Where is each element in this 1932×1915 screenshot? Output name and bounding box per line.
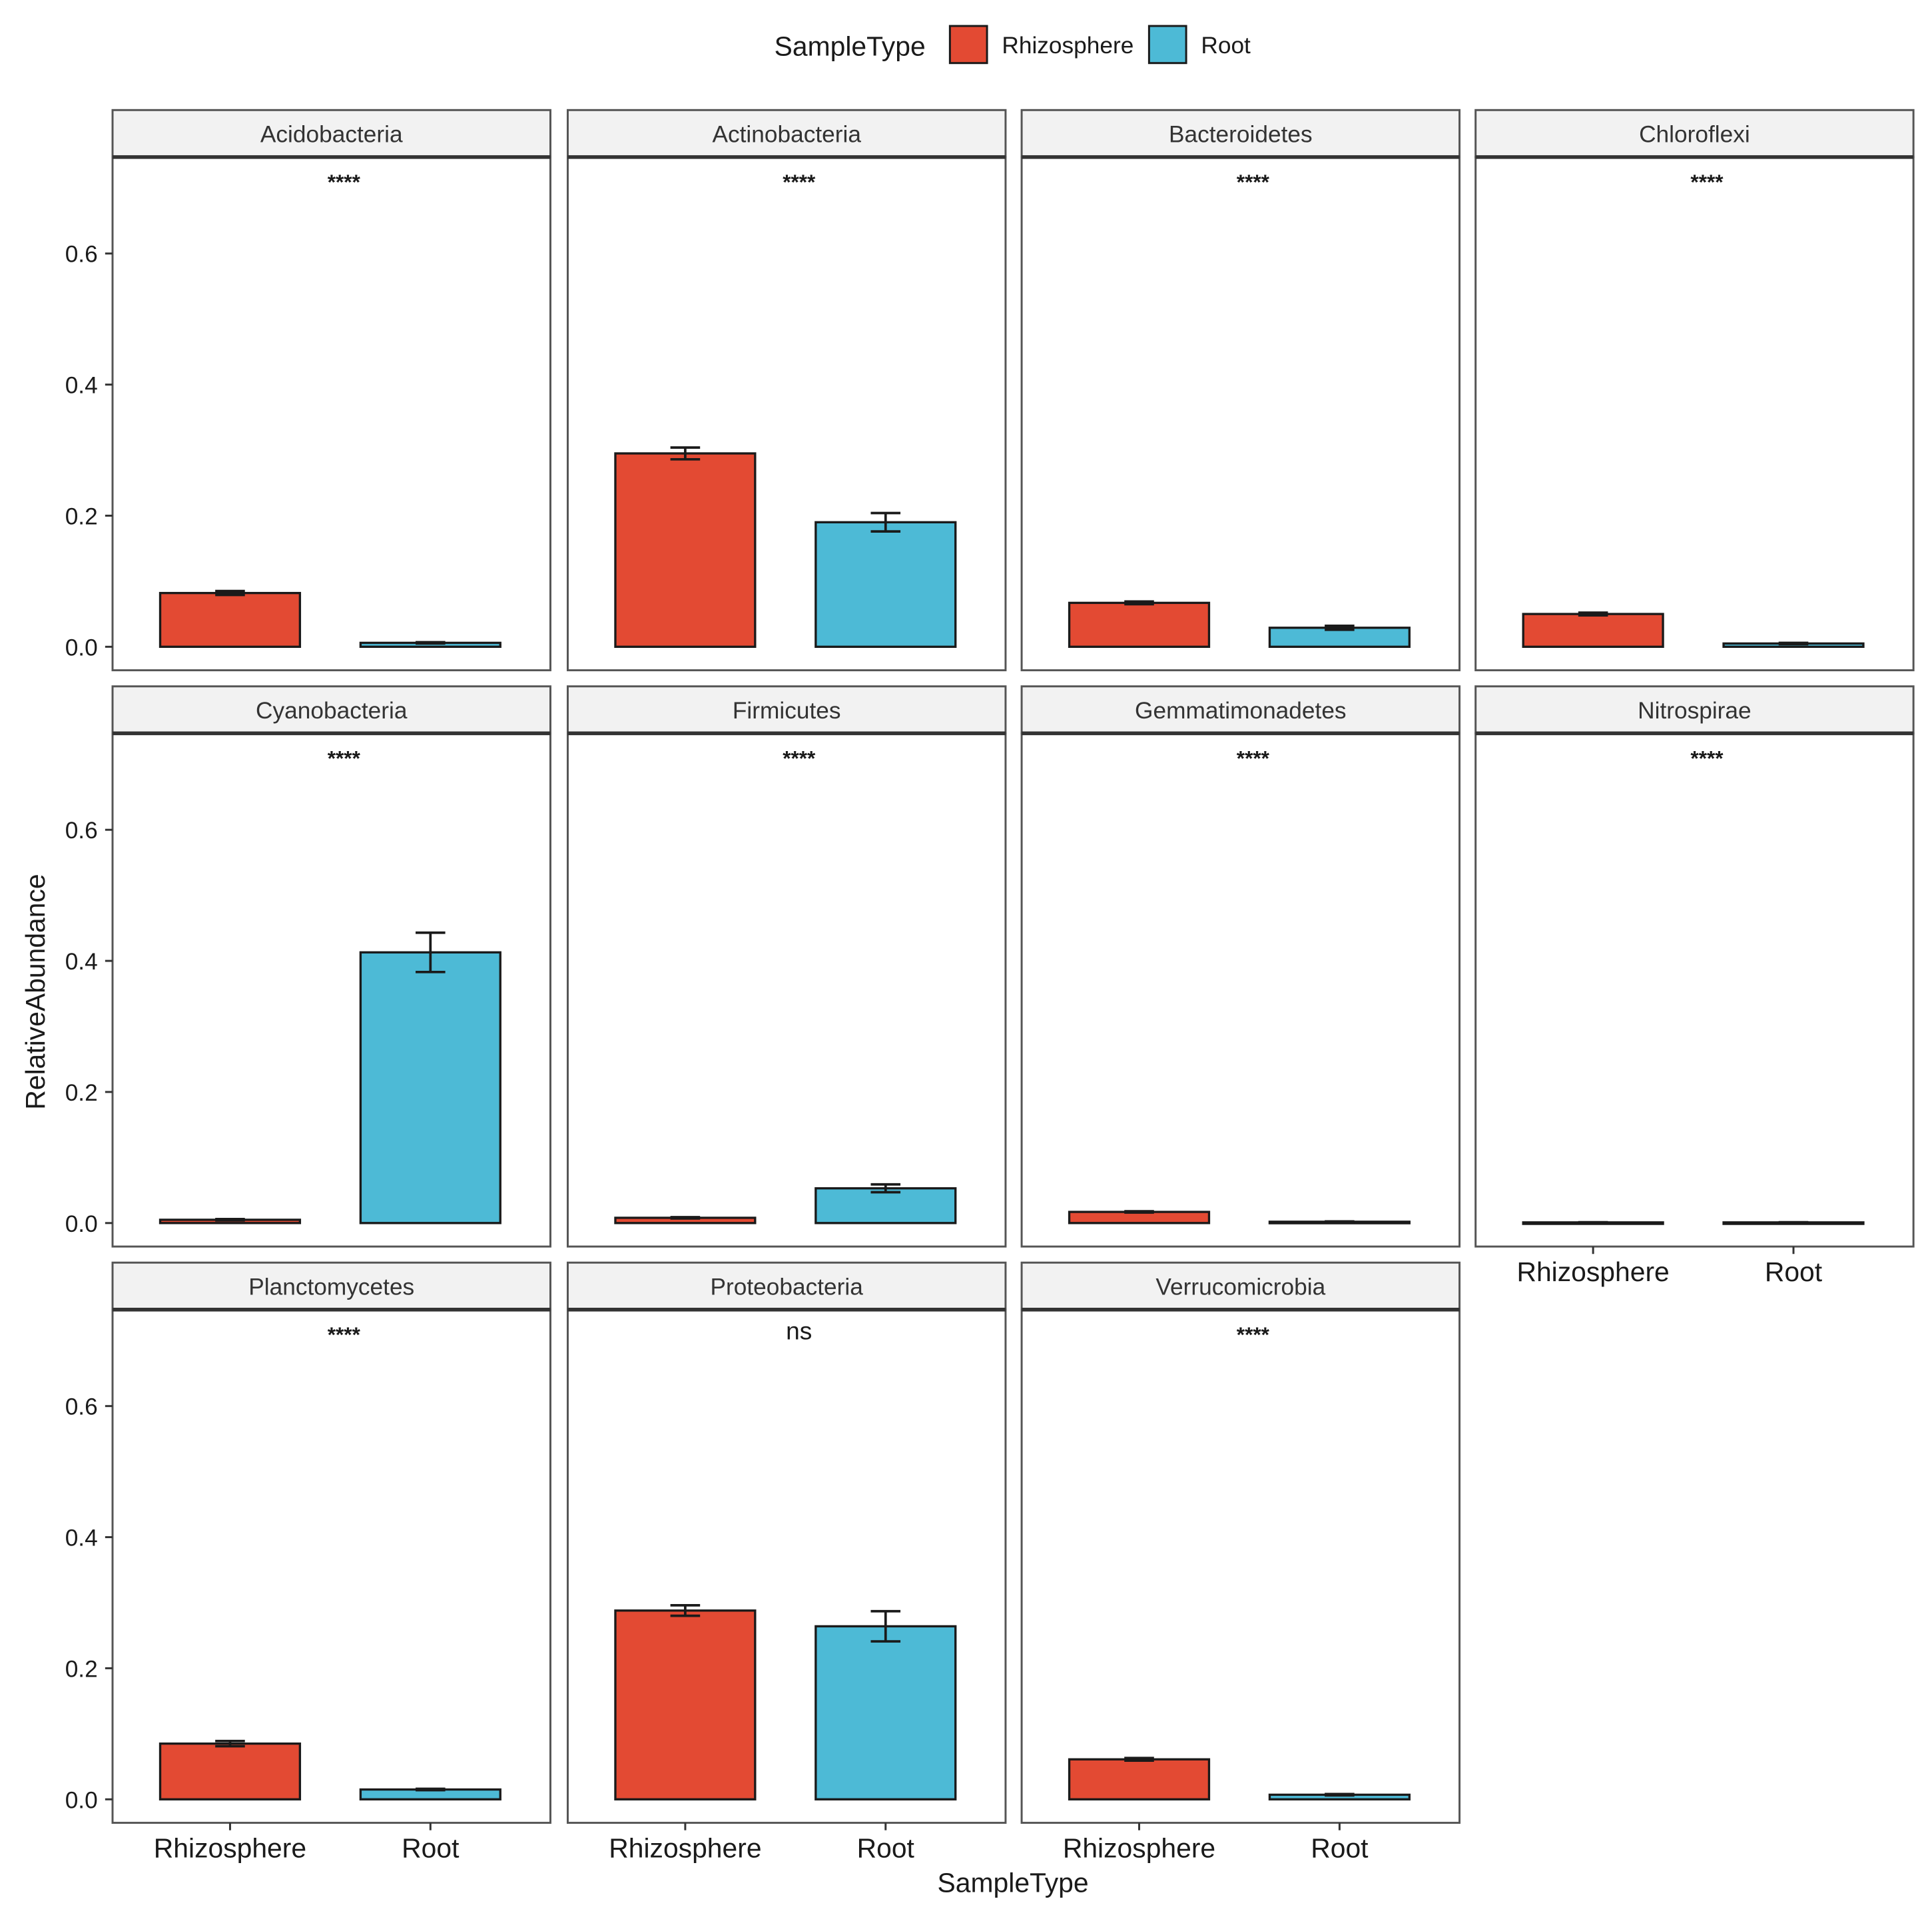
bar-rhizosphere: [1523, 614, 1663, 647]
facet-panel: Gemmatimonadetes ****: [1022, 686, 1459, 1246]
facet-panel: Verrucomicrobia **** Rhizosphere Root: [1022, 1262, 1459, 1863]
legend-label-root: Root: [1201, 33, 1251, 59]
significance-label: ****: [783, 746, 816, 770]
significance-label: ns: [786, 1316, 812, 1344]
panel-plot-area: [1476, 733, 1913, 1246]
chart-layer: SampleType Rhizosphere Root RelativeAbundan…: [20, 26, 1913, 1898]
facet-title: Cyanobacteria: [256, 698, 408, 724]
facet-title: Nitrospirae: [1638, 698, 1752, 724]
x-tick-label: Root: [1765, 1256, 1823, 1287]
bar-root: [816, 1189, 956, 1223]
facet-title: Verrucomicrobia: [1155, 1274, 1325, 1300]
x-tick-label: Rhizosphere: [154, 1833, 306, 1864]
error-bar: [1124, 1211, 1154, 1213]
panel-plot-area: [567, 733, 1005, 1246]
facet-panel: Chloroflexi ****: [1476, 110, 1913, 670]
significance-label: ****: [328, 746, 361, 770]
bar-root: [816, 522, 956, 647]
bar-root: [360, 952, 500, 1223]
panel-plot-area: [1022, 157, 1459, 671]
facet-title: Gemmatimonadetes: [1135, 698, 1347, 724]
x-tick-label: Rhizosphere: [1063, 1833, 1215, 1864]
facet-panel: Firmicutes ****: [567, 686, 1005, 1246]
y-tick-label: 0.0: [65, 1787, 98, 1813]
facet-panel: Bacteroidetes ****: [1022, 110, 1459, 670]
y-tick-label: 0.2: [65, 1656, 98, 1682]
significance-label: ****: [1237, 746, 1270, 770]
significance-label: ****: [328, 170, 361, 194]
error-bar: [215, 1219, 245, 1221]
x-tick-label: Root: [857, 1833, 915, 1864]
significance-label: ****: [783, 170, 816, 194]
legend-key-root: [1149, 26, 1186, 63]
bar-rhizosphere: [161, 1744, 300, 1800]
significance-label: ****: [1237, 1322, 1270, 1346]
facet-title: Planctomycetes: [248, 1274, 414, 1300]
facet-title: Chloroflexi: [1639, 122, 1750, 148]
bar-rhizosphere: [1070, 1759, 1209, 1799]
y-axis-title: RelativeAbundance: [20, 874, 51, 1109]
legend-title: SampleType: [775, 31, 926, 62]
y-tick-label: 0.0: [65, 1211, 98, 1237]
y-tick-label: 0.4: [65, 373, 98, 399]
legend: SampleType Rhizosphere Root: [775, 26, 1251, 63]
error-bar: [1779, 643, 1809, 644]
error-bar: [416, 642, 446, 643]
legend-key-rhizosphere: [950, 26, 987, 63]
significance-label: ****: [1690, 170, 1724, 194]
bar-rhizosphere: [1070, 603, 1209, 647]
facet-panel: Actinobacteria ****: [567, 110, 1005, 670]
panel-plot-area: [1022, 1310, 1459, 1823]
x-tick-label: Rhizosphere: [1516, 1256, 1669, 1287]
x-axis-title: SampleType: [938, 1868, 1089, 1898]
facet-panel: Acidobacteria **** 0.0 0.2 0.4 0.6: [65, 110, 551, 670]
significance-label: ****: [1237, 170, 1270, 194]
x-tick-label: Root: [402, 1833, 460, 1864]
y-tick-label: 0.6: [65, 1394, 98, 1420]
bar-root: [816, 1626, 956, 1799]
x-tick-label: Rhizosphere: [609, 1833, 761, 1864]
facet-title: Proteobacteria: [711, 1274, 864, 1300]
facet-panel: Planctomycetes **** 0.0 0.2 0.4 0.6 Rhizospher…: [65, 1262, 551, 1863]
facet-title: Bacteroidetes: [1169, 122, 1313, 148]
y-tick-label: 0.4: [65, 1525, 98, 1551]
y-tick-label: 0.6: [65, 242, 98, 268]
legend-label-rhizosphere: Rhizosphere: [1002, 33, 1133, 59]
y-tick-label: 0.2: [65, 1080, 98, 1106]
bar-rhizosphere: [161, 593, 300, 647]
significance-label: ****: [1690, 746, 1724, 770]
panel-plot-area: [1476, 157, 1913, 671]
error-bar: [1325, 1221, 1355, 1222]
y-tick-label: 0.0: [65, 635, 98, 661]
facet-panel: Nitrospirae **** Rhizosphere Root: [1476, 686, 1913, 1287]
x-tick-label: Root: [1311, 1833, 1369, 1864]
facet-title: Actinobacteria: [712, 122, 861, 148]
error-bar: [416, 1789, 446, 1790]
bar-rhizosphere: [615, 1611, 755, 1799]
facet-title: Acidobacteria: [260, 122, 403, 148]
panel-plot-area: [1022, 733, 1459, 1246]
bar-rhizosphere: [615, 453, 755, 647]
y-tick-label: 0.6: [65, 818, 98, 844]
facet-title: Firmicutes: [733, 698, 841, 724]
error-bar: [671, 1217, 701, 1219]
significance-label: ****: [328, 1322, 361, 1346]
error-bar: [1325, 1794, 1355, 1795]
y-tick-label: 0.2: [65, 503, 98, 529]
facet-panel: Proteobacteria ns Rhizosphere Root: [567, 1262, 1005, 1863]
y-tick-label: 0.4: [65, 949, 98, 975]
facet-panel: Cyanobacteria **** 0.0 0.2 0.4 0.6: [65, 686, 551, 1246]
